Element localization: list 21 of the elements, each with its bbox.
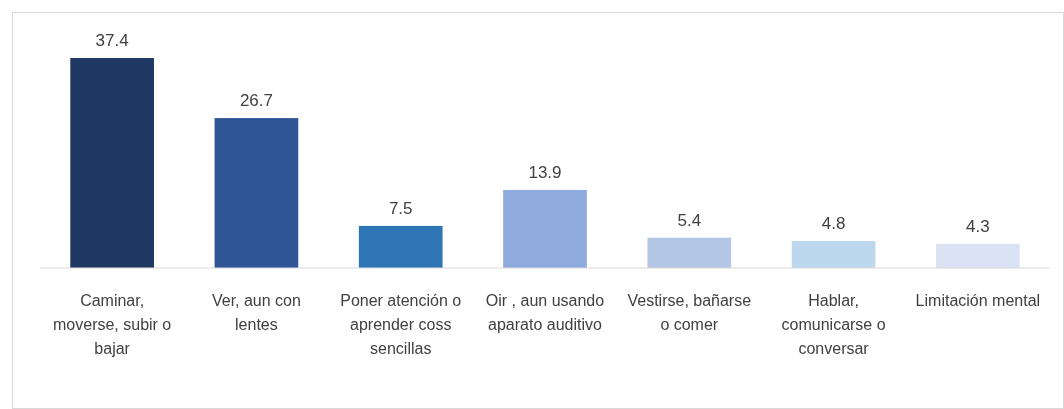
bar [936,243,1020,268]
data-label: 5.4 [677,210,702,230]
data-label: 13.9 [528,162,562,182]
x-tick-label: Vestirse, bañarse o comer [627,292,752,333]
data-label: 7.5 [388,198,413,218]
bar [358,225,443,268]
data-label: 4.3 [966,216,990,236]
x-tick-label: Caminar, moverse, subir o bajar [53,292,172,357]
data-label: 4.8 [821,214,846,234]
data-label: 26.7 [239,91,273,111]
bar [647,237,732,268]
bar [791,241,876,268]
bar [70,58,154,268]
x-tick-label: Oir , aun usando aparato auditivo [485,292,605,333]
data-label: 37.4 [95,31,129,50]
x-tick-label: Hablar, comunicarse o conversar [781,292,886,357]
x-tick-label: Poner atención o aprender coss sencillas [340,292,462,357]
bar [214,118,299,268]
bar [503,189,587,268]
x-tick-label: Limitación mental [915,292,1041,309]
x-tick-label: Ver, aun con lentes [211,292,301,333]
